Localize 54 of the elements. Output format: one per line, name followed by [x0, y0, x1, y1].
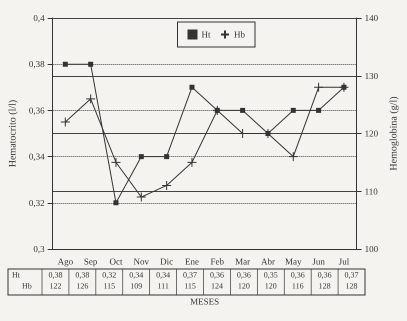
- y-tick-label: 0,34: [28, 152, 46, 162]
- x-tick-label: Jun: [312, 256, 326, 266]
- text: Ht: [12, 270, 20, 280]
- data-label: 0,34: [156, 270, 170, 280]
- data-label: 0,36: [236, 270, 251, 280]
- y-tick-label: 0,4: [33, 13, 46, 23]
- x-tick-label: Jul: [338, 256, 350, 266]
- data-label: 0,36: [318, 270, 332, 280]
- x-tick-label: Abr: [260, 256, 275, 266]
- x-axis-title: MESES: [190, 296, 220, 306]
- y2-tick-label: 130: [364, 70, 379, 81]
- data-label: 120: [238, 282, 250, 290]
- x-tick-label: Dic: [160, 256, 174, 266]
- x-tick-label: Ago: [58, 256, 74, 266]
- data-label: 115: [103, 282, 116, 290]
- y-tick-label: 0,36: [28, 105, 46, 116]
- x-tick-label: Ene: [184, 256, 199, 266]
- legend-label: Ht: [202, 30, 211, 40]
- data-label: 0,37: [344, 270, 359, 280]
- y-tick-label: 0,38: [28, 59, 46, 70]
- data-label: 116: [292, 282, 304, 290]
- data-label: 0,38: [75, 270, 90, 280]
- data-label: 0,34: [129, 270, 144, 280]
- x-tick-label: Mar: [235, 256, 250, 266]
- y-tick-label: 0,3: [33, 244, 46, 254]
- y2-tick-label: 120: [364, 128, 379, 138]
- x-tick-label: May: [285, 256, 302, 266]
- data-label: 128: [318, 282, 331, 290]
- data-label: 124: [210, 282, 223, 290]
- data-label: 115: [184, 282, 196, 290]
- y2-axis-title: Hemoglobina (g/l): [388, 96, 400, 171]
- x-tick-label: Feb: [210, 256, 225, 266]
- data-label: 0,38: [48, 270, 62, 280]
- data-label: 109: [130, 282, 142, 290]
- data-label: 111: [157, 282, 169, 290]
- data-label: 0,36: [290, 270, 305, 280]
- data-label: 120: [264, 282, 277, 290]
- y-axis-title: Hematocrito (l/l): [8, 100, 18, 168]
- x-tick-label: Nov: [134, 256, 150, 266]
- data-label: 122: [49, 282, 62, 290]
- data-label: 126: [76, 282, 88, 290]
- y2-tick-label: 140: [364, 13, 379, 23]
- data-label: 0,36: [210, 270, 224, 280]
- y2-tick-label: 110: [364, 186, 378, 196]
- text: Hb: [22, 282, 32, 290]
- data-label: 0,32: [102, 270, 116, 280]
- y-tick-label: 0,32: [28, 198, 45, 208]
- data-label: 128: [346, 282, 358, 290]
- x-tick-label: Oct: [109, 256, 123, 266]
- legend-label: Hb: [234, 30, 246, 40]
- x-tick-label: Sep: [84, 256, 98, 266]
- data-label: 0,37: [183, 270, 198, 280]
- y2-tick-label: 100: [364, 244, 379, 254]
- data-label: 0,35: [264, 270, 278, 280]
